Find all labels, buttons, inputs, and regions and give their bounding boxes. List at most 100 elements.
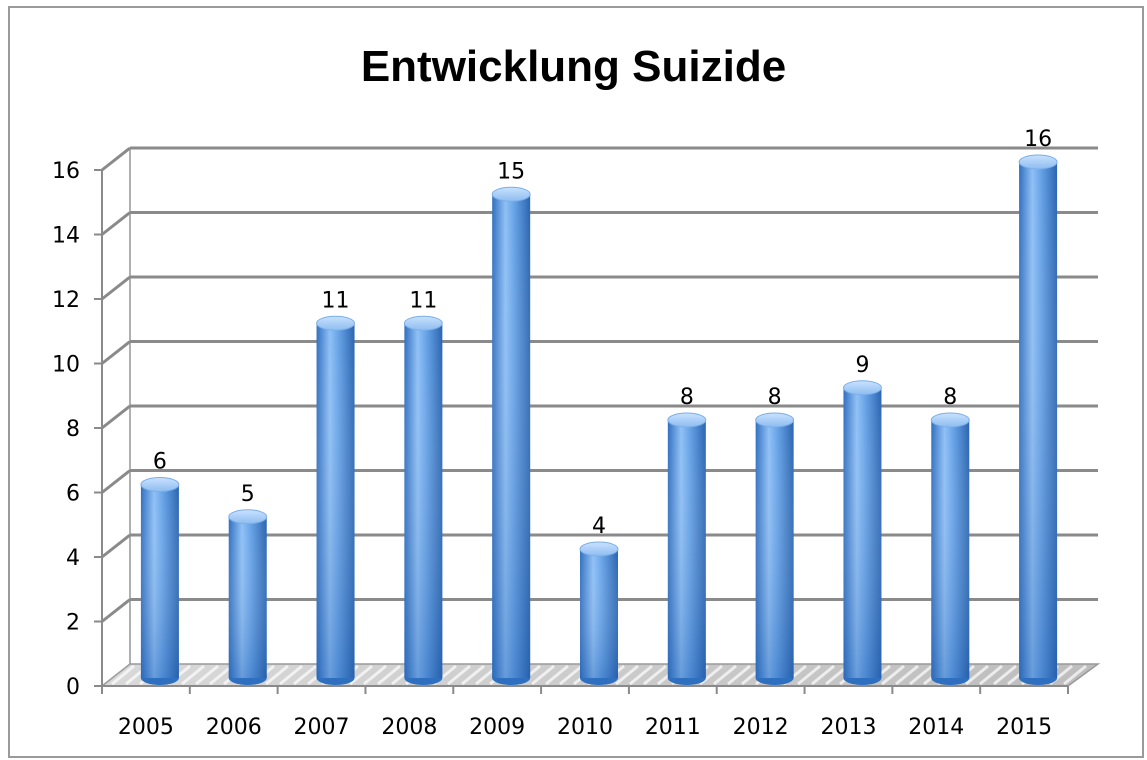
floor-hatch bbox=[811, 664, 835, 686]
gridline-side bbox=[101, 533, 131, 559]
bar bbox=[403, 315, 443, 685]
bar bbox=[930, 412, 970, 685]
label-layer: 6 2005 5 2006 11 2007 11 2008 15 2009 4 2010 8 2011 8 2… bbox=[118, 127, 1052, 740]
gridline-side bbox=[101, 404, 131, 430]
bar-cap bbox=[140, 477, 180, 492]
y-tick-label: 2 bbox=[66, 611, 80, 636]
bar-shade bbox=[667, 420, 706, 678]
gridline-side bbox=[101, 211, 131, 236]
bar-cap bbox=[579, 541, 619, 557]
bar-shade bbox=[931, 420, 970, 678]
bar-cap bbox=[316, 315, 356, 331]
floor-hatch bbox=[993, 664, 1017, 686]
floor-hatch bbox=[531, 664, 555, 686]
data-label: 8 bbox=[680, 385, 694, 410]
data-label: 15 bbox=[497, 159, 525, 184]
x-tick-label: 2008 bbox=[381, 715, 437, 740]
floor-hatch bbox=[111, 664, 135, 686]
data-label: 4 bbox=[592, 514, 606, 539]
x-tick-label: 2005 bbox=[118, 715, 174, 740]
gridline-side bbox=[101, 146, 131, 172]
floor-hatch bbox=[447, 664, 471, 686]
x-tick-label: 2014 bbox=[908, 715, 964, 740]
floor-hatch bbox=[293, 664, 317, 686]
data-label: 9 bbox=[855, 353, 869, 378]
x-tick-label: 2013 bbox=[820, 715, 876, 740]
floor-hatch bbox=[545, 664, 569, 686]
floor-hatch bbox=[979, 664, 1003, 686]
floor-hatch bbox=[643, 664, 667, 686]
data-label: 11 bbox=[409, 288, 437, 313]
bar-layer bbox=[140, 154, 1058, 685]
y-tick-label: 12 bbox=[52, 288, 80, 313]
bar bbox=[1018, 154, 1058, 685]
bar-cap bbox=[491, 186, 531, 202]
y-tick-label: 6 bbox=[66, 482, 80, 507]
floor-hatch bbox=[881, 664, 905, 686]
bar bbox=[755, 412, 795, 685]
x-tick-label: 2009 bbox=[469, 715, 525, 740]
bar-cap bbox=[755, 412, 795, 428]
floor-hatch bbox=[209, 664, 233, 686]
y-tick-label: 4 bbox=[66, 546, 80, 571]
chart-title: Entwicklung Suizide bbox=[360, 42, 787, 91]
floor-hatch bbox=[713, 664, 737, 686]
floor-hatch bbox=[895, 664, 919, 686]
floor-hatch bbox=[363, 664, 387, 686]
y-tick-label: 14 bbox=[52, 224, 80, 249]
bar-shade bbox=[228, 516, 267, 678]
y-tick-label: 0 bbox=[66, 675, 80, 700]
bar-cap bbox=[667, 412, 707, 428]
bar-shade bbox=[1019, 162, 1058, 678]
floor-hatch bbox=[279, 664, 303, 686]
gridline-side bbox=[101, 469, 131, 494]
floor-hatch bbox=[181, 664, 205, 686]
gridline-side bbox=[101, 598, 131, 623]
bar bbox=[491, 186, 531, 685]
data-label: 11 bbox=[322, 288, 350, 313]
floor-hatch bbox=[349, 664, 373, 686]
x-tick-label: 2007 bbox=[294, 715, 350, 740]
floor-hatch bbox=[1063, 664, 1087, 686]
floor-hatch bbox=[461, 664, 485, 686]
gridline-side bbox=[101, 275, 131, 301]
bar bbox=[579, 541, 619, 685]
bar-shade bbox=[492, 194, 531, 678]
y-tick-label: 16 bbox=[52, 159, 80, 184]
y-tick-label: 8 bbox=[66, 417, 80, 442]
bar-cap bbox=[930, 412, 970, 428]
floor-hatch bbox=[909, 664, 933, 686]
bar bbox=[842, 380, 882, 685]
bar bbox=[316, 315, 356, 685]
data-label: 16 bbox=[1024, 127, 1052, 152]
floor-hatch bbox=[195, 664, 219, 686]
x-tick-label: 2015 bbox=[996, 715, 1052, 740]
bar-shade bbox=[140, 484, 179, 678]
bar bbox=[667, 412, 707, 685]
bar-cap bbox=[228, 509, 268, 525]
axis-layer: 0 2 4 6 8 10 12 14 16 bbox=[52, 159, 1069, 700]
data-label: 8 bbox=[943, 385, 957, 410]
bar-shade bbox=[404, 323, 443, 678]
floor-hatch bbox=[965, 664, 989, 686]
data-label: 8 bbox=[768, 385, 782, 410]
floor-hatch bbox=[629, 664, 653, 686]
x-tick-label: 2006 bbox=[206, 715, 262, 740]
floor-hatch bbox=[727, 664, 751, 686]
floor-hatch bbox=[615, 664, 639, 686]
bar bbox=[140, 477, 180, 685]
bar-shade bbox=[316, 323, 355, 678]
floor-hatch bbox=[559, 664, 583, 686]
bar bbox=[228, 509, 268, 685]
bar-cap bbox=[1018, 154, 1058, 170]
bar-shade bbox=[843, 387, 882, 678]
floor-hatch bbox=[797, 664, 821, 686]
bar-shade bbox=[580, 549, 618, 678]
floor-hatch bbox=[265, 664, 289, 686]
x-tick-label: 2010 bbox=[557, 715, 613, 740]
bar-cap bbox=[842, 380, 882, 396]
gridline-side bbox=[101, 340, 131, 365]
floor-hatch bbox=[377, 664, 401, 686]
bar-shade bbox=[755, 420, 794, 678]
